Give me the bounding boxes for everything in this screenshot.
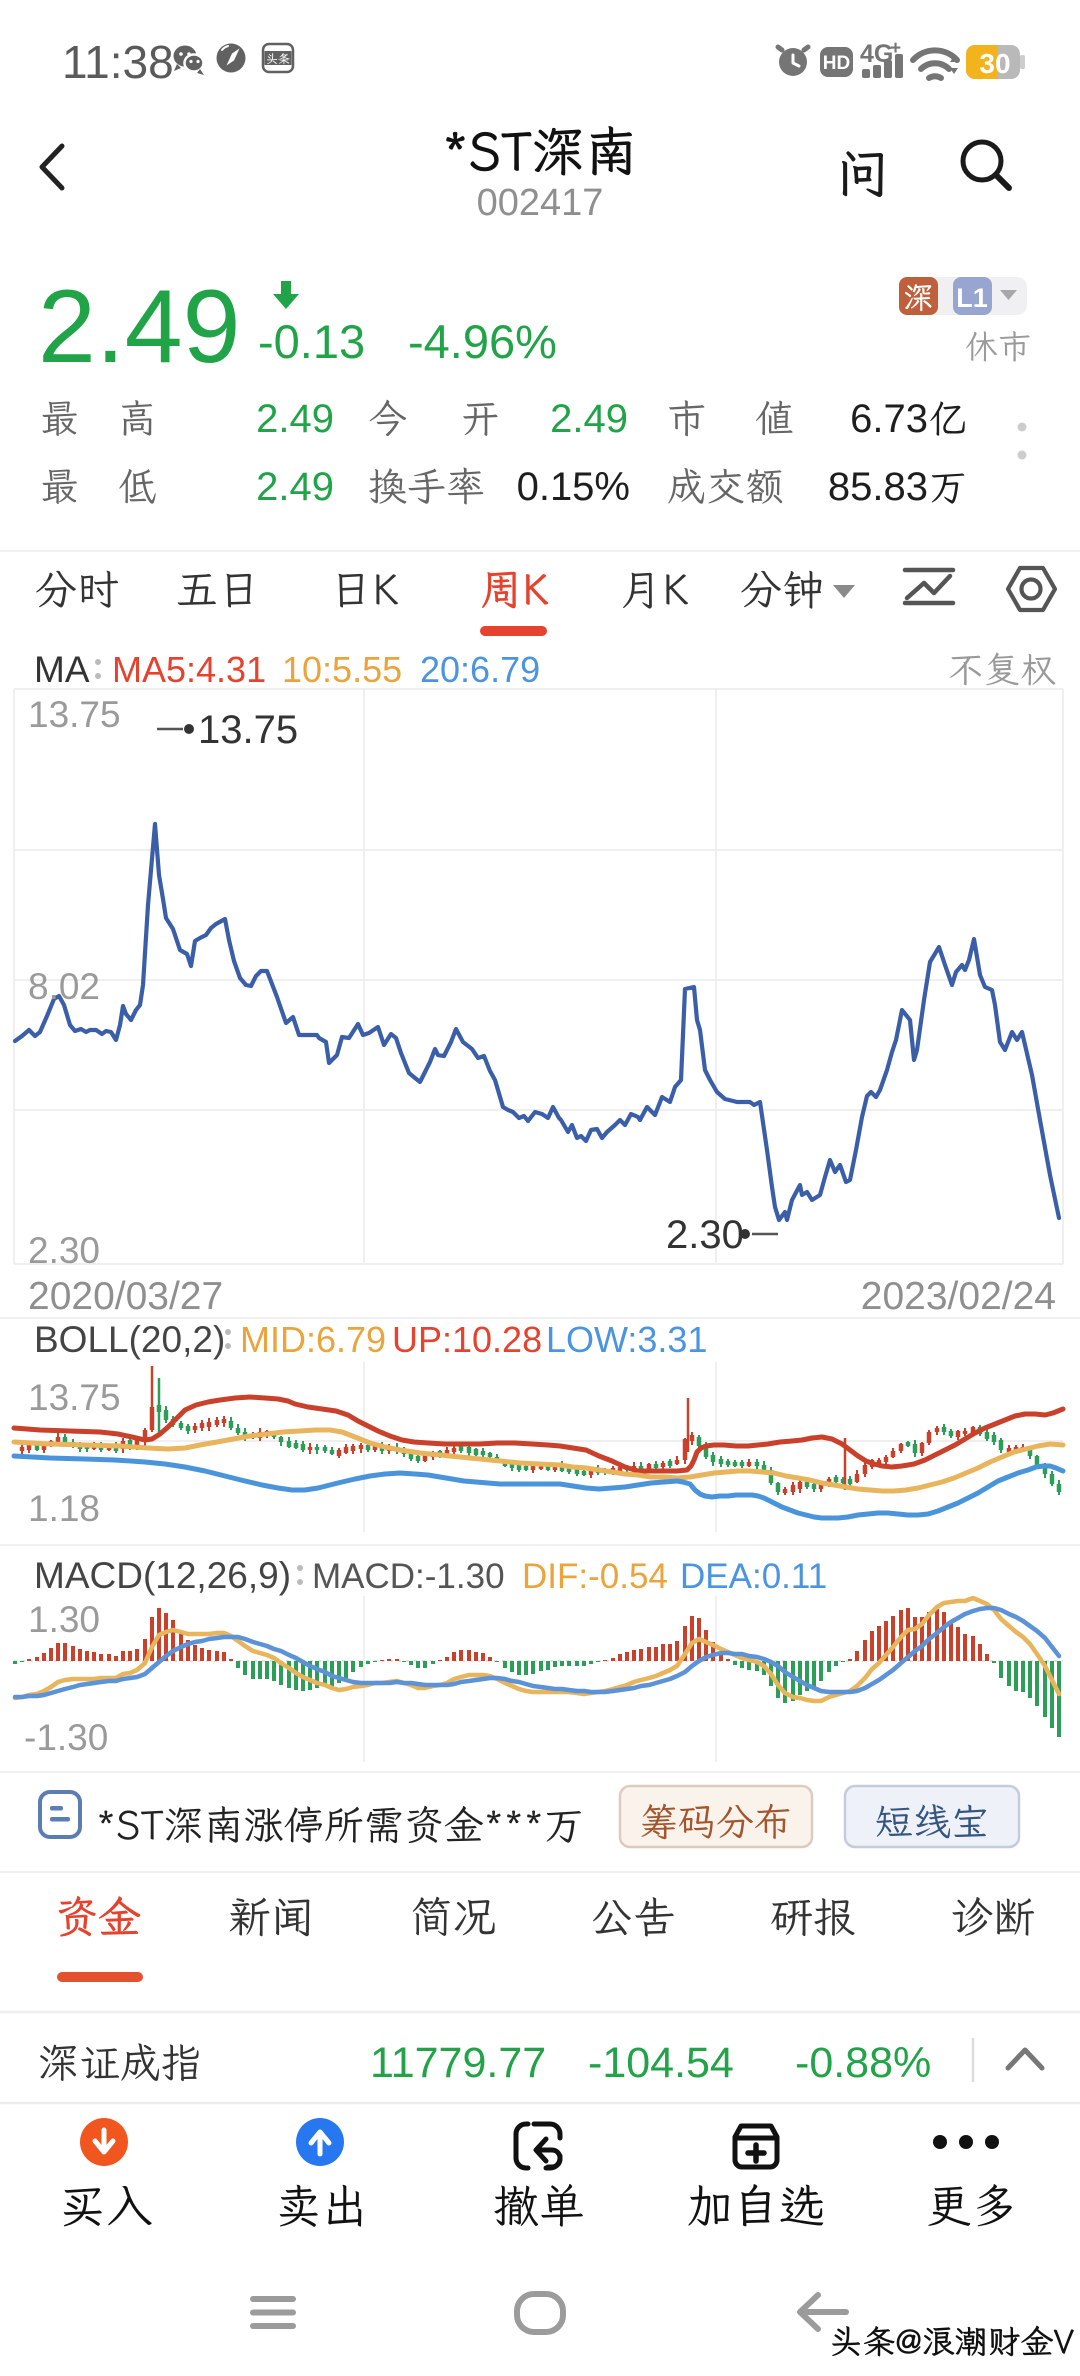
svg-text:2.30: 2.30: [666, 1213, 744, 1257]
svg-text:1.18: 1.18: [28, 1488, 100, 1529]
svg-text:-0.88%: -0.88%: [795, 2039, 931, 2087]
svg-text:11:38: 11:38: [62, 36, 174, 88]
svg-text:2.49: 2.49: [256, 465, 334, 509]
svg-text:DEA:0.11: DEA:0.11: [680, 1557, 827, 1596]
svg-text:HD: HD: [823, 53, 850, 74]
svg-text:MID:6.79: MID:6.79: [240, 1319, 386, 1360]
svg-text:2.49: 2.49: [550, 397, 628, 441]
svg-text:10:5.55: 10:5.55: [282, 649, 402, 690]
svg-text:UP:10.28: UP:10.28: [392, 1319, 542, 1360]
svg-text:+: +: [890, 38, 901, 59]
svg-text:BOLL(20,2): BOLL(20,2): [34, 1319, 225, 1360]
svg-text:DIF:-0.54: DIF:-0.54: [522, 1557, 668, 1596]
svg-text:6.73: 6.73: [850, 397, 928, 441]
svg-text:11779.77: 11779.77: [370, 2039, 546, 2087]
svg-text:1.30: 1.30: [28, 1599, 100, 1640]
svg-text:2020/03/27: 2020/03/27: [28, 1275, 223, 1318]
svg-text:85.83: 85.83: [828, 465, 928, 509]
svg-text:2.49: 2.49: [38, 269, 240, 385]
svg-text:MA: MA: [34, 649, 90, 690]
svg-text:13.75: 13.75: [28, 1377, 121, 1418]
svg-text:MA5:4.31: MA5:4.31: [112, 649, 266, 690]
svg-text:LOW:3.31: LOW:3.31: [546, 1319, 707, 1360]
svg-text:20:6.79: 20:6.79: [420, 649, 540, 690]
svg-text:8.02: 8.02: [28, 966, 100, 1007]
svg-text:13.75: 13.75: [28, 694, 121, 735]
svg-text:-1.30: -1.30: [24, 1717, 108, 1758]
svg-text:002417: 002417: [477, 182, 604, 224]
svg-text:2.49: 2.49: [256, 397, 334, 441]
svg-text:-4.96%: -4.96%: [408, 315, 557, 368]
svg-text:13.75: 13.75: [198, 708, 298, 752]
svg-text:MACD:-1.30: MACD:-1.30: [312, 1557, 505, 1596]
svg-text:2.30: 2.30: [28, 1230, 100, 1271]
svg-text:30: 30: [979, 48, 1010, 79]
svg-text:L1: L1: [956, 283, 988, 313]
svg-text:-0.13: -0.13: [258, 315, 365, 368]
svg-text:2023/02/24: 2023/02/24: [861, 1275, 1056, 1318]
svg-text:-104.54: -104.54: [588, 2039, 734, 2087]
svg-text:0.15%: 0.15%: [517, 465, 630, 509]
svg-text:MACD(12,26,9): MACD(12,26,9): [34, 1555, 291, 1596]
